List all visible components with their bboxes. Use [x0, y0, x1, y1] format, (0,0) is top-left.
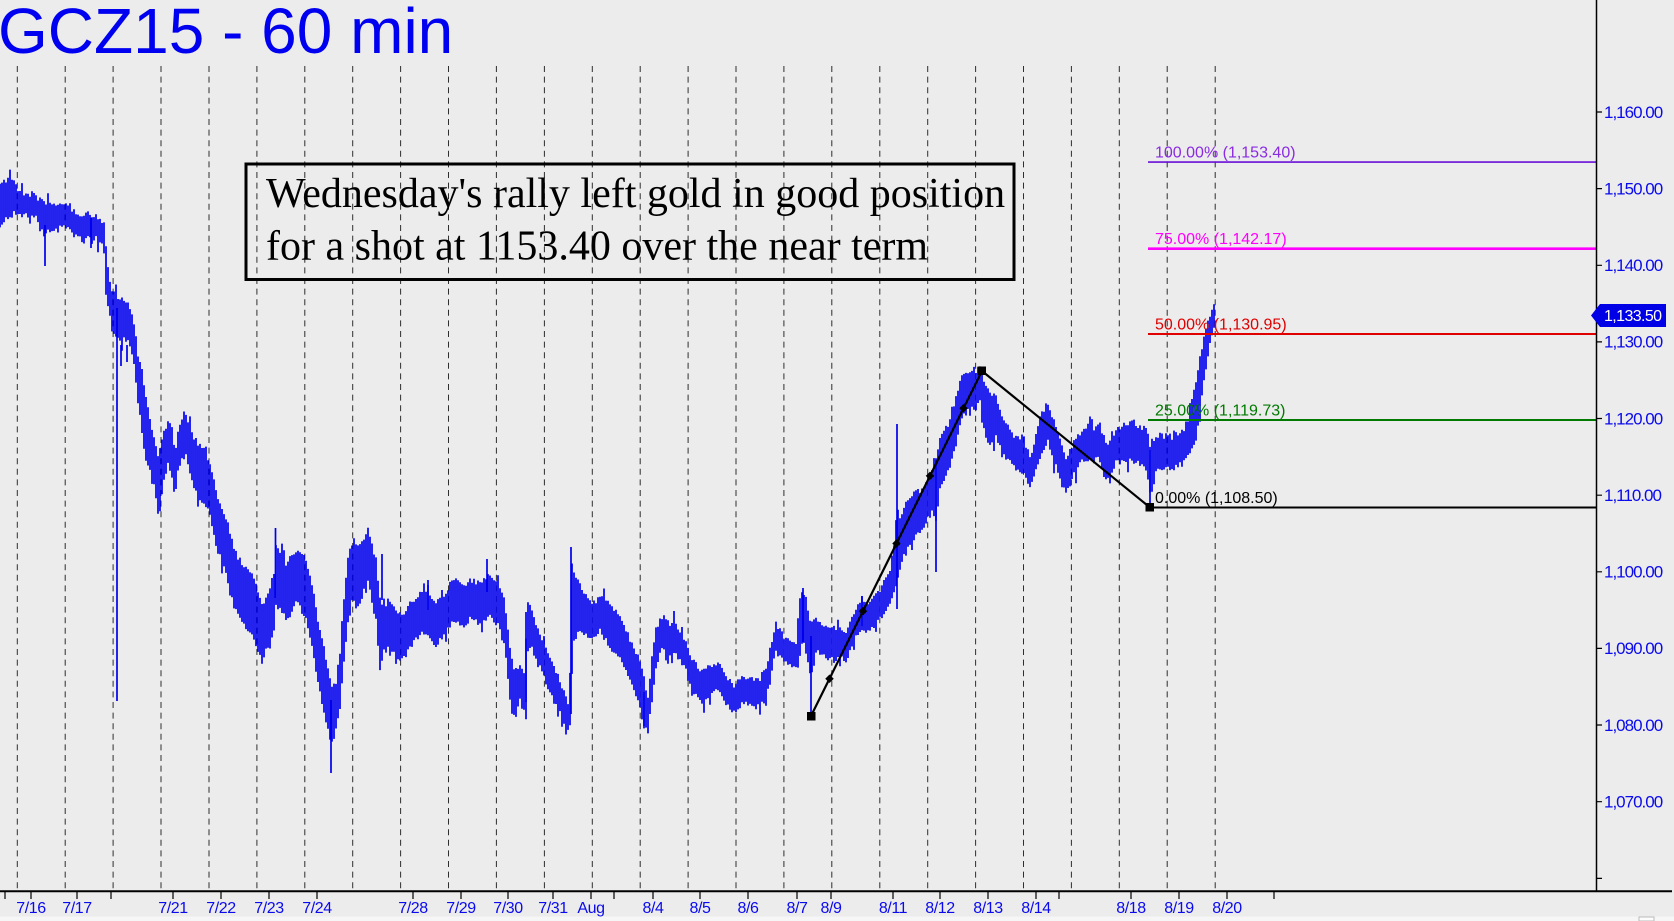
svg-text:100.00% (1,153.40): 100.00% (1,153.40)	[1155, 145, 1296, 162]
svg-text:7/29: 7/29	[446, 900, 476, 917]
svg-text:8/14: 8/14	[1021, 900, 1051, 917]
svg-text:1,140.00: 1,140.00	[1604, 256, 1663, 275]
svg-text:7/17: 7/17	[62, 900, 92, 917]
svg-text:50.00% (1,130.95): 50.00% (1,130.95)	[1155, 317, 1287, 334]
svg-text:7/31: 7/31	[538, 900, 568, 917]
svg-text:8/6: 8/6	[737, 900, 759, 917]
svg-text:Wednesday's rally left gold in: Wednesday's rally left gold in good posi…	[266, 171, 1005, 217]
svg-text:1,133.50: 1,133.50	[1604, 308, 1662, 325]
svg-text:8/12: 8/12	[925, 900, 955, 917]
svg-text:1,120.00: 1,120.00	[1604, 409, 1663, 428]
svg-text:Aug: Aug	[577, 900, 604, 917]
svg-text:1,070.00: 1,070.00	[1604, 793, 1663, 812]
svg-text:8/20: 8/20	[1212, 900, 1242, 917]
svg-text:8/19: 8/19	[1164, 900, 1194, 917]
svg-text:7/24: 7/24	[302, 900, 332, 917]
svg-text:7/16: 7/16	[16, 900, 46, 917]
svg-text:1,110.00: 1,110.00	[1604, 486, 1661, 505]
svg-text:GCZ15 - 60 min: GCZ15 - 60 min	[0, 0, 453, 67]
svg-text:7/23: 7/23	[254, 900, 284, 917]
svg-text:1,090.00: 1,090.00	[1604, 639, 1663, 658]
svg-text:1,150.00: 1,150.00	[1604, 179, 1663, 198]
svg-text:8/11: 8/11	[879, 900, 908, 917]
svg-text:0.00% (1,108.50): 0.00% (1,108.50)	[1155, 490, 1278, 507]
svg-text:1,130.00: 1,130.00	[1604, 333, 1663, 352]
svg-text:7/21: 7/21	[158, 900, 188, 917]
svg-text:25.00% (1,119.73): 25.00% (1,119.73)	[1155, 403, 1285, 420]
svg-text:1,080.00: 1,080.00	[1604, 716, 1663, 735]
svg-text:7/30: 7/30	[493, 900, 523, 917]
svg-text:8/5: 8/5	[689, 900, 711, 917]
svg-text:8/7: 8/7	[786, 900, 808, 917]
svg-text:8/18: 8/18	[1116, 900, 1146, 917]
svg-text:1,100.00: 1,100.00	[1604, 563, 1663, 582]
svg-text:1,160.00: 1,160.00	[1604, 103, 1663, 122]
svg-text:7/28: 7/28	[398, 900, 428, 917]
svg-text:8/13: 8/13	[973, 900, 1003, 917]
svg-text:75.00% (1,142.17): 75.00% (1,142.17)	[1155, 231, 1287, 248]
svg-text:8/9: 8/9	[820, 900, 842, 917]
svg-text:for a shot at 1153.40 over the: for a shot at 1153.40 over the near term	[266, 224, 928, 270]
svg-text:8/4: 8/4	[642, 900, 664, 917]
svg-text:7/22: 7/22	[206, 900, 236, 917]
